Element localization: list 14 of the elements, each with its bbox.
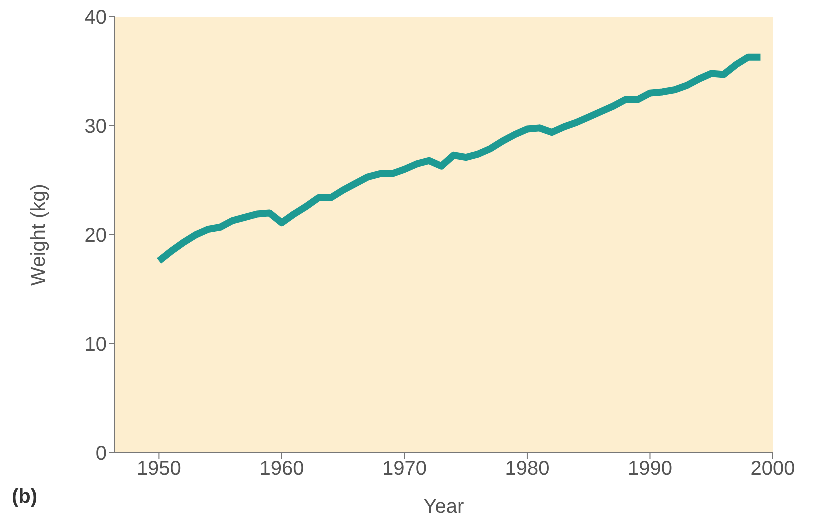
- x-axis-title: Year: [424, 496, 465, 518]
- x-tick-label: 1950: [136, 458, 182, 480]
- y-tick-label: 10: [84, 334, 107, 356]
- y-tick-label: 40: [84, 7, 107, 30]
- y-axis-title: Weight (kg): [28, 184, 50, 286]
- x-tick-label: 1960: [260, 458, 304, 480]
- x-tick-label: 1990: [628, 458, 672, 480]
- y-tick-label: 0: [96, 443, 107, 466]
- y-tick-label: 20: [84, 225, 107, 248]
- text: (b): [12, 486, 38, 509]
- x-tick-label: 1980: [505, 458, 550, 480]
- y-tick-label: 30: [84, 116, 107, 138]
- x-tick-label: 1970: [382, 458, 427, 480]
- x-tick-label: 2000: [750, 458, 796, 480]
